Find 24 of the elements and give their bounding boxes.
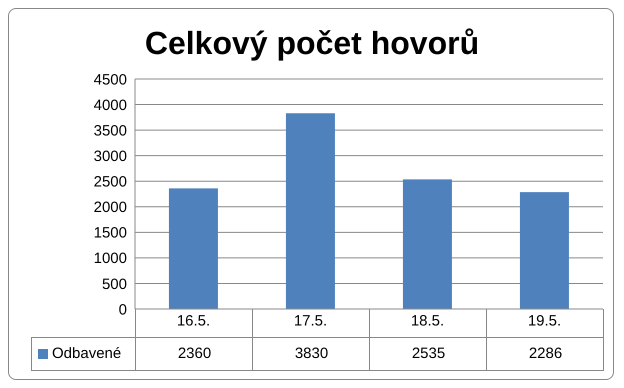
data-label: 2535 bbox=[410, 345, 446, 362]
y-tick-label: 2000 bbox=[94, 199, 127, 216]
chart-title: Celkový počet hovorů bbox=[144, 25, 480, 62]
bar bbox=[520, 192, 569, 309]
data-label: 2286 bbox=[528, 345, 564, 362]
x-tick-label: 19.5. bbox=[528, 312, 562, 330]
y-tick-label: 1500 bbox=[94, 224, 127, 242]
legend-label: Odbavené bbox=[52, 345, 122, 362]
bar bbox=[168, 188, 218, 309]
y-tick-label: 4000 bbox=[94, 96, 127, 114]
x-tick-label: 17.5. bbox=[294, 312, 328, 330]
x-tick-label: 16.5. bbox=[176, 312, 210, 330]
y-tick-label: 0 bbox=[118, 301, 127, 318]
y-tick-label: 500 bbox=[102, 276, 127, 293]
y-tick-label: 3500 bbox=[94, 122, 127, 140]
bar bbox=[286, 113, 335, 309]
bar bbox=[402, 179, 452, 309]
y-tick-label: 1000 bbox=[94, 250, 127, 268]
x-tick-label: 18.5. bbox=[410, 312, 444, 330]
y-tick-label: 3000 bbox=[94, 148, 127, 165]
y-tick-label: 4500 bbox=[94, 71, 127, 88]
y-tick-label: 2500 bbox=[94, 174, 127, 191]
data-label: 3830 bbox=[294, 345, 330, 362]
data-label: 2360 bbox=[176, 345, 212, 362]
